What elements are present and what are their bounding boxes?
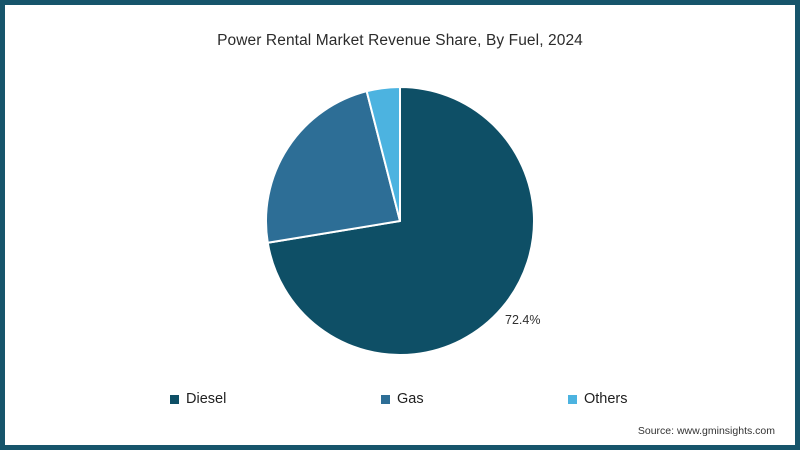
legend-item-gas[interactable]: Gas bbox=[381, 388, 424, 410]
pie-svg bbox=[265, 86, 535, 356]
legend: Diesel Gas Others bbox=[0, 388, 800, 410]
legend-swatch-icon-gas bbox=[381, 394, 390, 404]
legend-label-gas: Gas bbox=[397, 391, 424, 407]
legend-item-diesel[interactable]: Diesel bbox=[170, 388, 226, 410]
legend-label-others: Others bbox=[584, 391, 628, 407]
pie-slice-group bbox=[265, 86, 535, 356]
legend-item-others[interactable]: Others bbox=[568, 388, 628, 410]
page-title: Power Rental Market Revenue Share, By Fu… bbox=[217, 32, 583, 49]
pie-slice-value-label-diesel: 72.4% bbox=[505, 313, 541, 327]
source-attribution: Source: www.gminsights.com bbox=[637, 425, 775, 437]
pie-slice-gas[interactable] bbox=[265, 90, 401, 244]
pie-chart bbox=[265, 86, 535, 356]
pie-slice-others[interactable] bbox=[365, 86, 401, 222]
legend-swatch-icon-others bbox=[568, 394, 577, 404]
legend-swatch-icon-diesel bbox=[170, 394, 179, 404]
legend-label-diesel: Diesel bbox=[186, 391, 227, 407]
